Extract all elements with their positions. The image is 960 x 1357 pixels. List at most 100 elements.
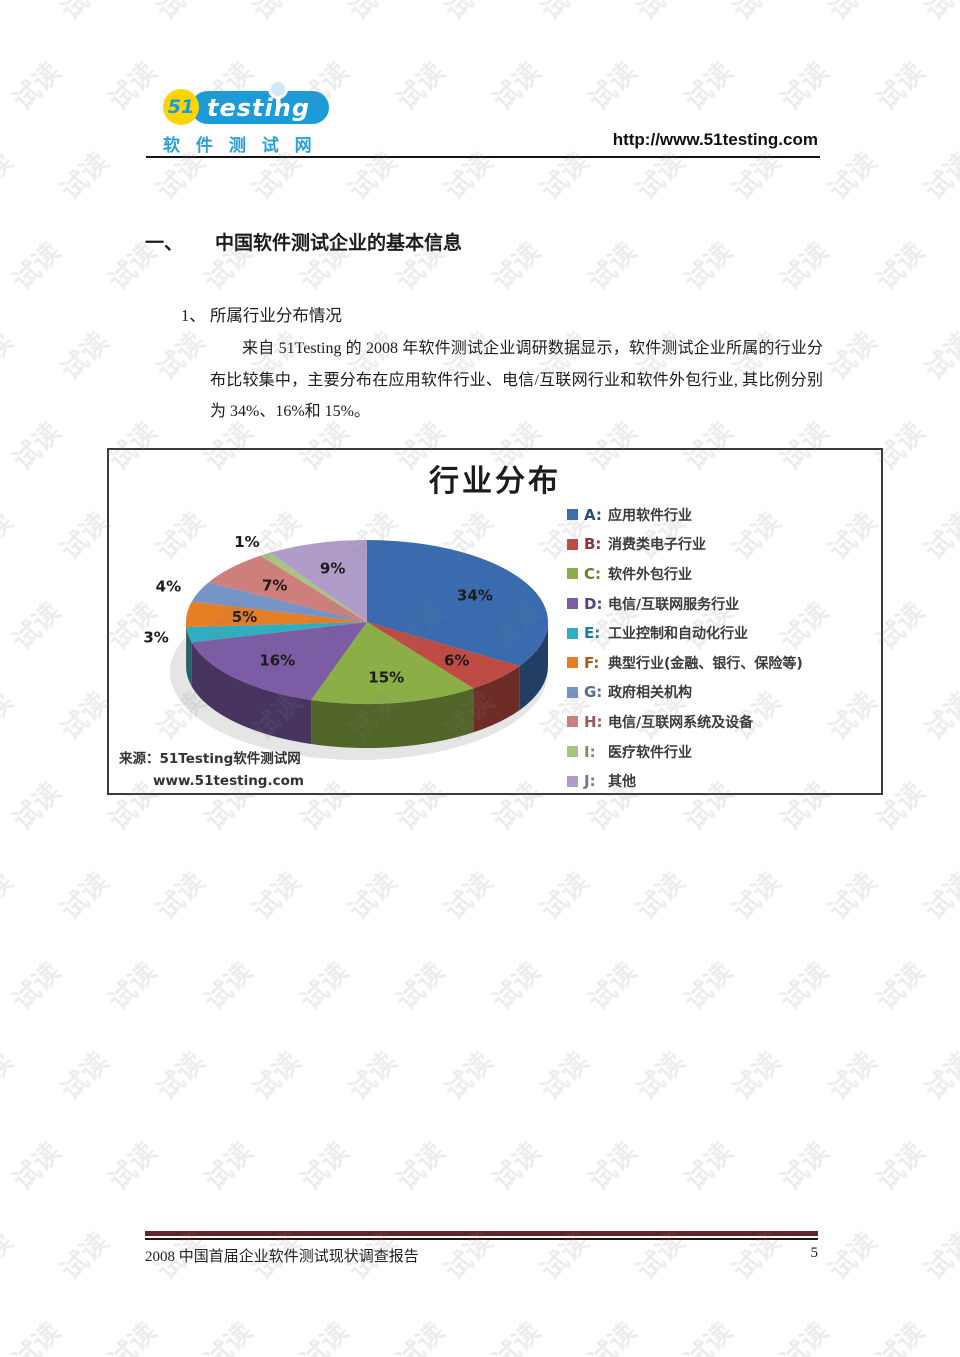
legend-letter: J: [584, 772, 596, 791]
legend-letter: E: [584, 624, 601, 643]
logo-51testing: 51 testing 软 件 测 试 网 [163, 73, 333, 156]
legend-item-B: B: 消费类电子行业 [567, 530, 803, 560]
site-url-link[interactable]: http://www.51testing.com [612, 130, 818, 149]
legend-label: 医疗软件行业 [608, 744, 692, 761]
magnifier-icon [268, 79, 288, 109]
watermark-text: 试读 [631, 146, 692, 207]
watermark-text: 试读 [0, 326, 20, 387]
watermark-text: 试读 [775, 236, 836, 297]
watermark-text: 试读 [391, 956, 452, 1017]
pie-slice-G [191, 582, 367, 622]
legend-swatch [567, 568, 578, 580]
legend-item-H: H: 电信/互联网系统及设备 [567, 707, 803, 737]
legend-swatch [567, 657, 578, 669]
watermark-text: 试读 [914, 0, 960, 27]
pie-slice-A [367, 540, 548, 666]
watermark-text: 试读 [151, 326, 212, 387]
pie-slice-F [186, 601, 367, 628]
pie-label-B: 6% [444, 651, 469, 669]
watermark-text: 试读 [530, 0, 596, 27]
watermark-text: 试读 [55, 326, 116, 387]
footer-report-title: 2008 中国首届企业软件测试现状调查报告 [145, 1249, 419, 1265]
pie-label-F: 5% [232, 608, 257, 626]
legend-swatch [567, 746, 578, 758]
watermark-text: 试读 [295, 1316, 356, 1357]
logo-pill: testing [191, 79, 329, 124]
watermark-text: 试读 [146, 0, 212, 27]
legend-label: 典型行业(金融、银行、保险等) [608, 655, 803, 672]
watermark-text: 试读 [55, 146, 116, 207]
watermark-text: 试读 [871, 1316, 932, 1357]
watermark-text: 试读 [7, 236, 68, 297]
logo-subtitle: 软 件 测 试 网 [163, 136, 317, 156]
watermark-text: 试读 [242, 0, 308, 27]
legend-label: 消费类电子行业 [608, 537, 706, 554]
watermark-text: 试读 [823, 326, 884, 387]
legend-letter: H: [584, 712, 603, 731]
watermark-text: 试读 [7, 776, 68, 837]
pie-chart: 34% 6% 15% 16% 3% 5% 4% 7% 1% 9% [143, 533, 548, 760]
watermark-text: 试读 [199, 1136, 260, 1197]
watermark-text: 试读 [626, 0, 692, 27]
watermark-text: 试读 [535, 146, 596, 207]
legend-item-C: C: 软件外包行业 [567, 559, 803, 589]
legend-swatch [567, 716, 578, 728]
pie-side-E [186, 627, 192, 687]
pie-slice-B [367, 622, 520, 689]
watermark-text: 试读 [583, 1136, 644, 1197]
legend-label: 应用软件行业 [608, 507, 692, 524]
pie-label-H: 7% [262, 576, 287, 594]
pie-slice-H [208, 555, 367, 622]
watermark-text: 试读 [199, 956, 260, 1017]
legend-letter: F: [584, 653, 600, 672]
watermark-text: 试读 [439, 866, 500, 927]
watermark-text: 试读 [391, 1136, 452, 1197]
pie-slice-I [260, 552, 367, 622]
watermark-text: 试读 [919, 686, 960, 747]
watermark-text: 试读 [50, 0, 116, 27]
watermark-text: 试读 [727, 146, 788, 207]
chart-title: 行业分布 [429, 465, 561, 498]
legend-item-D: D: 电信/互联网服务行业 [567, 589, 803, 619]
watermark-text: 试读 [151, 866, 212, 927]
legend-letter: A: [584, 505, 602, 524]
body-paragraph: 来自 51Testing 的 2008 年软件测试企业调研数据显示，软件测试企业… [210, 340, 823, 420]
watermark-text: 试读 [295, 956, 356, 1017]
legend-letter: C: [584, 564, 602, 583]
watermark-text: 试读 [871, 56, 932, 117]
watermark-text: 试读 [55, 1226, 116, 1287]
watermark-text: 试读 [775, 1136, 836, 1197]
watermark-text: 试读 [0, 1226, 20, 1287]
legend-swatch [567, 509, 578, 521]
watermark-text: 试读 [775, 956, 836, 1017]
subsection-heading: 1、 所属行业分布情况 [181, 306, 342, 325]
watermark-text: 试读 [823, 1226, 884, 1287]
pie-slice-C [311, 622, 474, 704]
watermark-text: 试读 [487, 1316, 548, 1357]
watermark-text: 试读 [919, 146, 960, 207]
section-title: 中国软件测试企业的基本信息 [215, 233, 463, 254]
pie-slice-D [191, 622, 367, 700]
watermark-text: 试读 [919, 506, 960, 567]
watermark-text: 试读 [679, 1316, 740, 1357]
section-heading: 一、 中国软件测试企业的基本信息 [145, 228, 462, 255]
watermark-text: 试读 [679, 236, 740, 297]
watermark-text: 试读 [199, 1316, 260, 1357]
watermark-text: 试读 [919, 866, 960, 927]
footer: 2008 中国首届企业软件测试现状调查报告 5 [145, 1245, 818, 1266]
chart-legend: A: 应用软件行业 B: 消费类电子行业 C: 软件外包行业 D: 电信/互联网服务行业 E: 工… [567, 500, 803, 796]
watermark-text: 试读 [343, 866, 404, 927]
pie-side-D [191, 642, 312, 744]
watermark-text: 试读 [391, 56, 452, 117]
watermark-text: 试读 [7, 956, 68, 1017]
pie-label-E: 3% [143, 628, 168, 646]
legend-letter: G: [584, 683, 603, 702]
pie-slice-E [186, 622, 367, 643]
watermark-text: 试读 [103, 956, 164, 1017]
legend-item-A: A: 应用软件行业 [567, 500, 803, 530]
legend-letter: B: [584, 535, 602, 554]
watermark-text: 试读 [7, 596, 68, 657]
watermark-text: 试读 [535, 1046, 596, 1107]
legend-label: 电信/互联网服务行业 [608, 596, 740, 613]
watermark-text: 试读 [679, 1136, 740, 1197]
